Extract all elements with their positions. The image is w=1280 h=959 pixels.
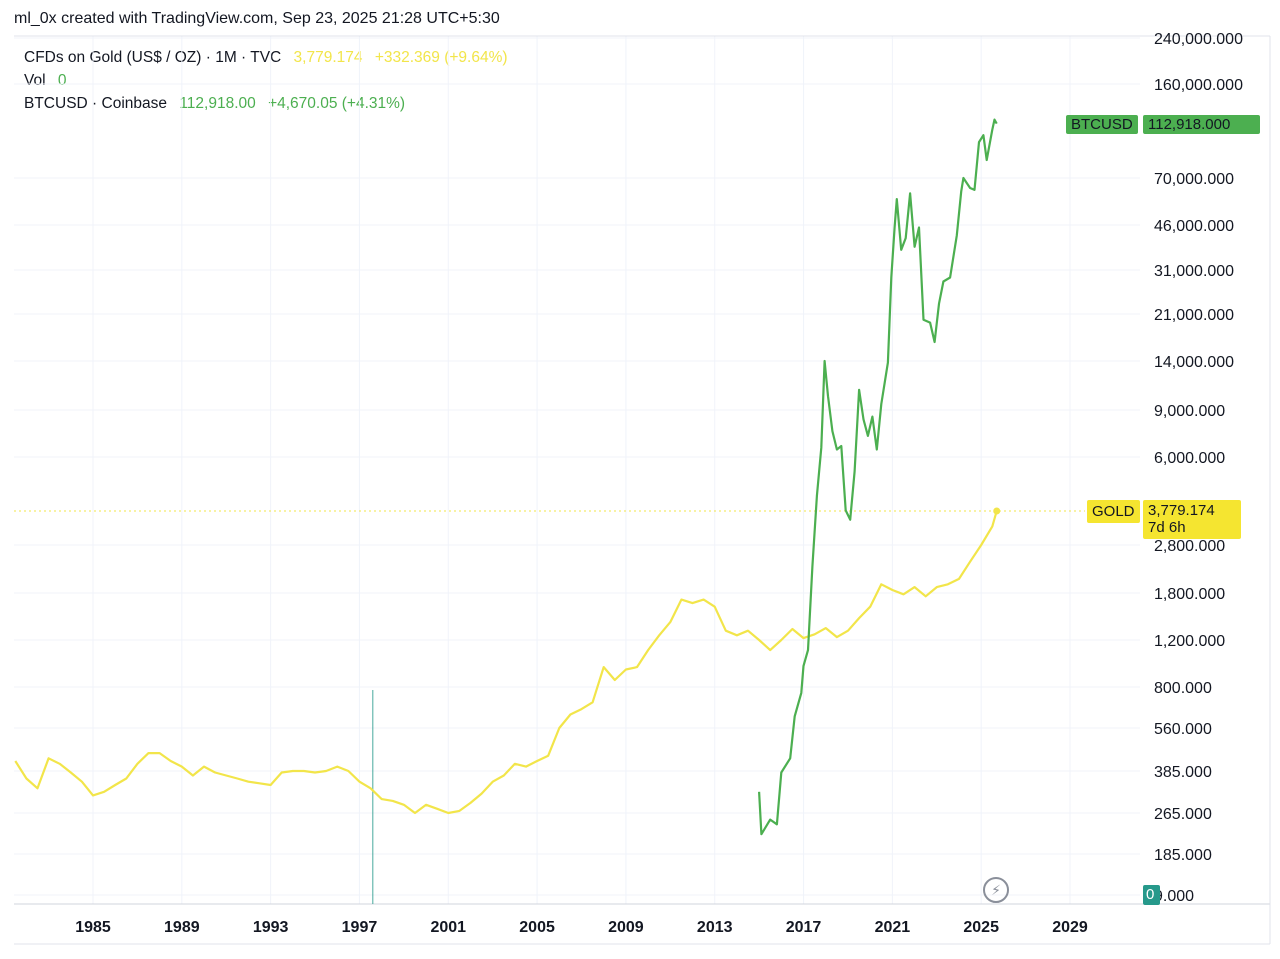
legend-btc-change: +4,670.05 (+4.31%) <box>268 95 406 112</box>
y-tick-label: 800.000 <box>1154 680 1212 697</box>
x-tick-label: 1997 <box>342 919 378 936</box>
x-tick-label: 2013 <box>697 919 733 936</box>
legend-row-gold[interactable]: CFDs on Gold (US$ / OZ) · 1M · TVC 3,779… <box>24 46 508 69</box>
x-tick-label: 2025 <box>963 919 999 936</box>
y-tick-label: 265.000 <box>1154 806 1212 823</box>
gold-price-tag-value: 3,779.174 <box>1148 502 1215 519</box>
y-tick-label: 9.000 <box>1154 888 1194 905</box>
x-tick-label: 2021 <box>875 919 911 936</box>
gold-price-tag-name: GOLD <box>1087 500 1140 523</box>
legend-btc-name: BTCUSD · Coinbase <box>24 95 167 112</box>
x-tick-label: 2005 <box>519 919 555 936</box>
legend-gold-price: 3,779.174 <box>293 49 363 66</box>
y-tick-label: 14,000.000 <box>1154 354 1234 371</box>
x-tick-label: 2017 <box>786 919 822 936</box>
y-tick-label: 1,200.000 <box>1154 633 1225 650</box>
x-tick-label: 1989 <box>164 919 200 936</box>
x-tick-label: 1993 <box>253 919 289 936</box>
y-tick-label: 6,000.000 <box>1154 450 1225 467</box>
x-tick-label: 1985 <box>75 919 111 936</box>
chart-attribution: ml_0x created with TradingView.com, Sep … <box>14 10 500 27</box>
legend-row-vol[interactable]: Vol 0 <box>24 69 508 92</box>
y-tick-label: 21,000.000 <box>1154 307 1234 324</box>
btc-price-tag-name: BTCUSD <box>1066 115 1138 134</box>
y-tick-label: 1,800.000 <box>1154 586 1225 603</box>
btc-series-line <box>758 118 998 836</box>
gold-bar-countdown: 7d 6h <box>1148 519 1186 536</box>
legend-btc-price: 112,918.00 <box>179 95 256 112</box>
y-tick-label: 46,000.000 <box>1154 218 1234 235</box>
lightning-icon[interactable]: ⚡ <box>983 877 1009 903</box>
x-tick-label: 2029 <box>1052 919 1088 936</box>
legend-vol-value: 0 <box>57 72 67 89</box>
y-tick-label: 560.000 <box>1154 721 1212 738</box>
y-tick-label: 160,000.000 <box>1154 77 1243 94</box>
legend-gold-change: +332.369 (+9.64%) <box>374 49 508 66</box>
legend-gold-name: CFDs on Gold (US$ / OZ) · 1M · TVC <box>24 49 282 66</box>
legend-row-btc[interactable]: BTCUSD · Coinbase 112,918.00 +4,670.05 (… <box>24 92 508 115</box>
volume-value-tag: 0 <box>1143 885 1160 905</box>
y-tick-label: 385.000 <box>1154 764 1212 781</box>
y-tick-label: 70,000.000 <box>1154 171 1234 188</box>
x-tick-label: 2001 <box>430 919 466 936</box>
gold-series-line <box>14 510 998 815</box>
btc-price-tag-value: 112,918.000 <box>1143 115 1260 134</box>
x-tick-label: 2009 <box>608 919 644 936</box>
y-tick-label: 9,000.000 <box>1154 403 1225 420</box>
legend: CFDs on Gold (US$ / OZ) · 1M · TVC 3,779… <box>24 46 508 115</box>
y-tick-label: 31,000.000 <box>1154 263 1234 280</box>
gold-last-point <box>993 507 1001 515</box>
y-tick-label: 240,000.000 <box>1154 31 1243 48</box>
legend-vol-name: Vol <box>24 72 46 89</box>
y-tick-label: 185.000 <box>1154 847 1212 864</box>
gold-price-tag: 3,779.174 7d 6h <box>1143 500 1241 539</box>
y-tick-label: 2,800.000 <box>1154 538 1225 555</box>
